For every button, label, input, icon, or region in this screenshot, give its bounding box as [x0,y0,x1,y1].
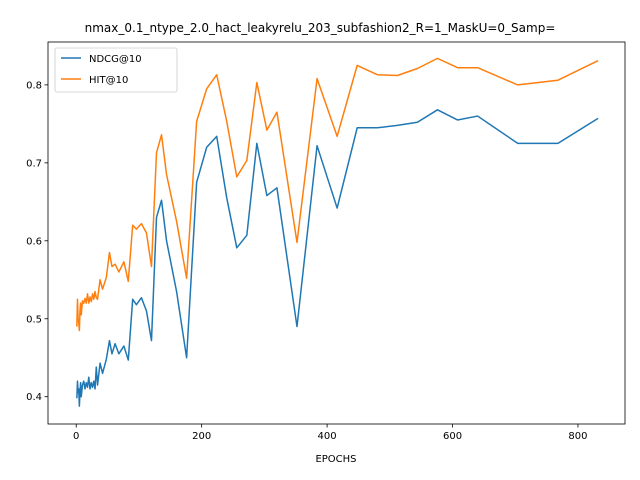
y-tick-label: 0.4 [26,392,42,403]
x-tick-label: 400 [318,431,337,442]
series-line-hit [76,57,599,332]
x-tick-label: 800 [568,431,587,442]
x-tick-label: 0 [73,431,79,442]
legend-label: HIT@10 [89,75,128,86]
x-tick-label: 200 [192,431,211,442]
axes-frame [47,41,626,425]
y-tick-label: 0.7 [26,158,42,169]
plot-area [76,57,599,407]
legend: NDCG@10 HIT@10 [54,47,178,93]
legend-label: NDCG@10 [89,54,142,65]
chart-title: nmax_0.1_ntype_2.0_hact_leakyrelu_203_su… [85,21,556,35]
y-tick-label: 0.8 [26,80,42,91]
x-axis-label: EPOCHS [315,454,356,465]
y-tick-label: 0.6 [26,236,42,247]
legend-box [54,47,178,93]
y-tick-label: 0.5 [26,314,42,325]
x-tick-label: 600 [443,431,462,442]
axes: 0 200 400 600 800 0.4 0.5 0.6 0.7 0.8 [26,41,626,442]
series-line-ndcg [76,109,599,407]
